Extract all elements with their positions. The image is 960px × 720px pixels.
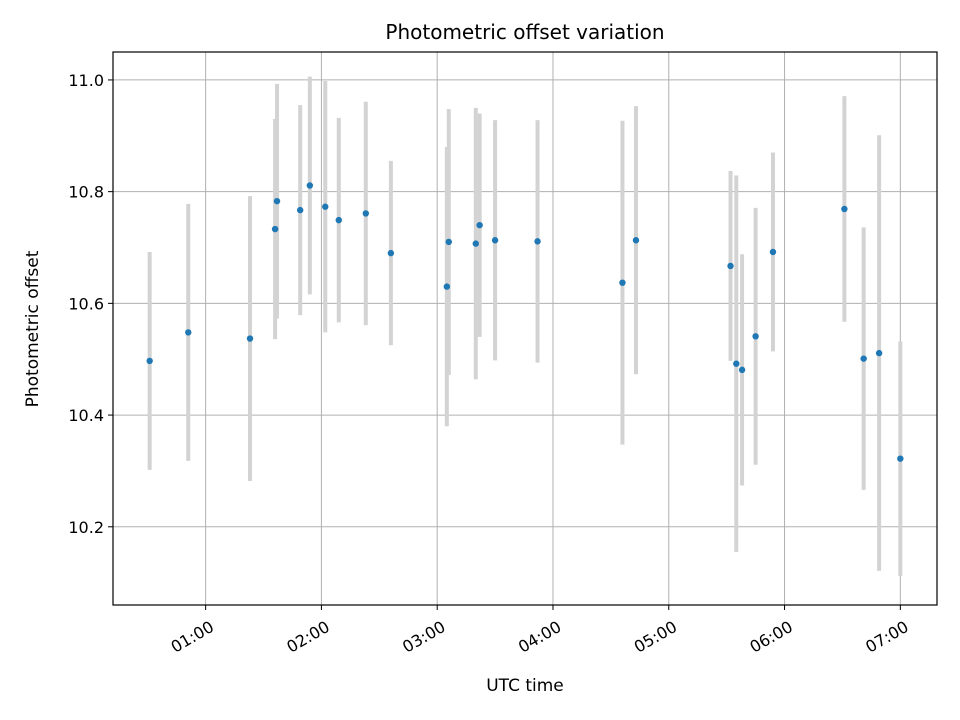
x-tick-label: 06:00 — [747, 617, 796, 657]
data-point — [632, 237, 640, 244]
data-point — [752, 333, 759, 340]
x-tick-label: 03:00 — [399, 617, 448, 657]
data-point — [875, 349, 883, 357]
data-point — [296, 206, 304, 214]
data-point — [472, 240, 479, 247]
y-axis-label: Photometric offset — [23, 250, 43, 407]
y-tick-label: 10.8 — [68, 183, 104, 202]
data-point — [491, 237, 499, 244]
data-point — [738, 366, 746, 374]
chart-title: Photometric offset variation — [385, 20, 664, 44]
data-point — [322, 203, 329, 210]
grid-lines — [113, 52, 937, 605]
plot-area-frame — [112, 51, 938, 606]
x-axis-label: UTC time — [486, 676, 564, 696]
x-axis-ticks: 01:00 02:00 03:00 04:00 05:00 06:00 07:00 — [168, 605, 912, 657]
data-point — [476, 221, 483, 229]
data-point — [727, 262, 734, 270]
y-axis-ticks: 10.2 10.4 10.6 10.8 11.0 — [68, 71, 113, 537]
data-point — [733, 360, 740, 367]
x-tick-label: 07:00 — [862, 617, 911, 657]
data-point — [897, 455, 904, 462]
data-point — [619, 279, 626, 286]
data-point — [271, 225, 279, 233]
data-point — [273, 197, 281, 205]
data-point — [443, 283, 451, 290]
data-point — [769, 248, 777, 256]
y-tick-label: 10.2 — [68, 518, 104, 537]
x-tick-label: 02:00 — [283, 617, 332, 657]
error-bars — [147, 76, 903, 576]
data-point — [306, 182, 314, 189]
data-point — [246, 335, 254, 342]
y-tick-label: 11.0 — [68, 71, 104, 90]
data-point — [841, 205, 848, 213]
data-point — [860, 355, 867, 362]
data-point — [185, 329, 192, 336]
data-point — [445, 238, 452, 246]
data-points — [146, 182, 904, 462]
x-tick-label: 05:00 — [631, 617, 680, 657]
y-tick-label: 10.6 — [68, 294, 104, 313]
x-tick-label: 04:00 — [515, 617, 564, 657]
data-point — [335, 216, 342, 224]
data-point — [362, 210, 369, 217]
data-point — [146, 357, 153, 365]
x-tick-label: 01:00 — [168, 617, 217, 657]
y-tick-label: 10.4 — [68, 406, 104, 425]
data-point — [387, 249, 395, 257]
data-point — [534, 238, 541, 245]
